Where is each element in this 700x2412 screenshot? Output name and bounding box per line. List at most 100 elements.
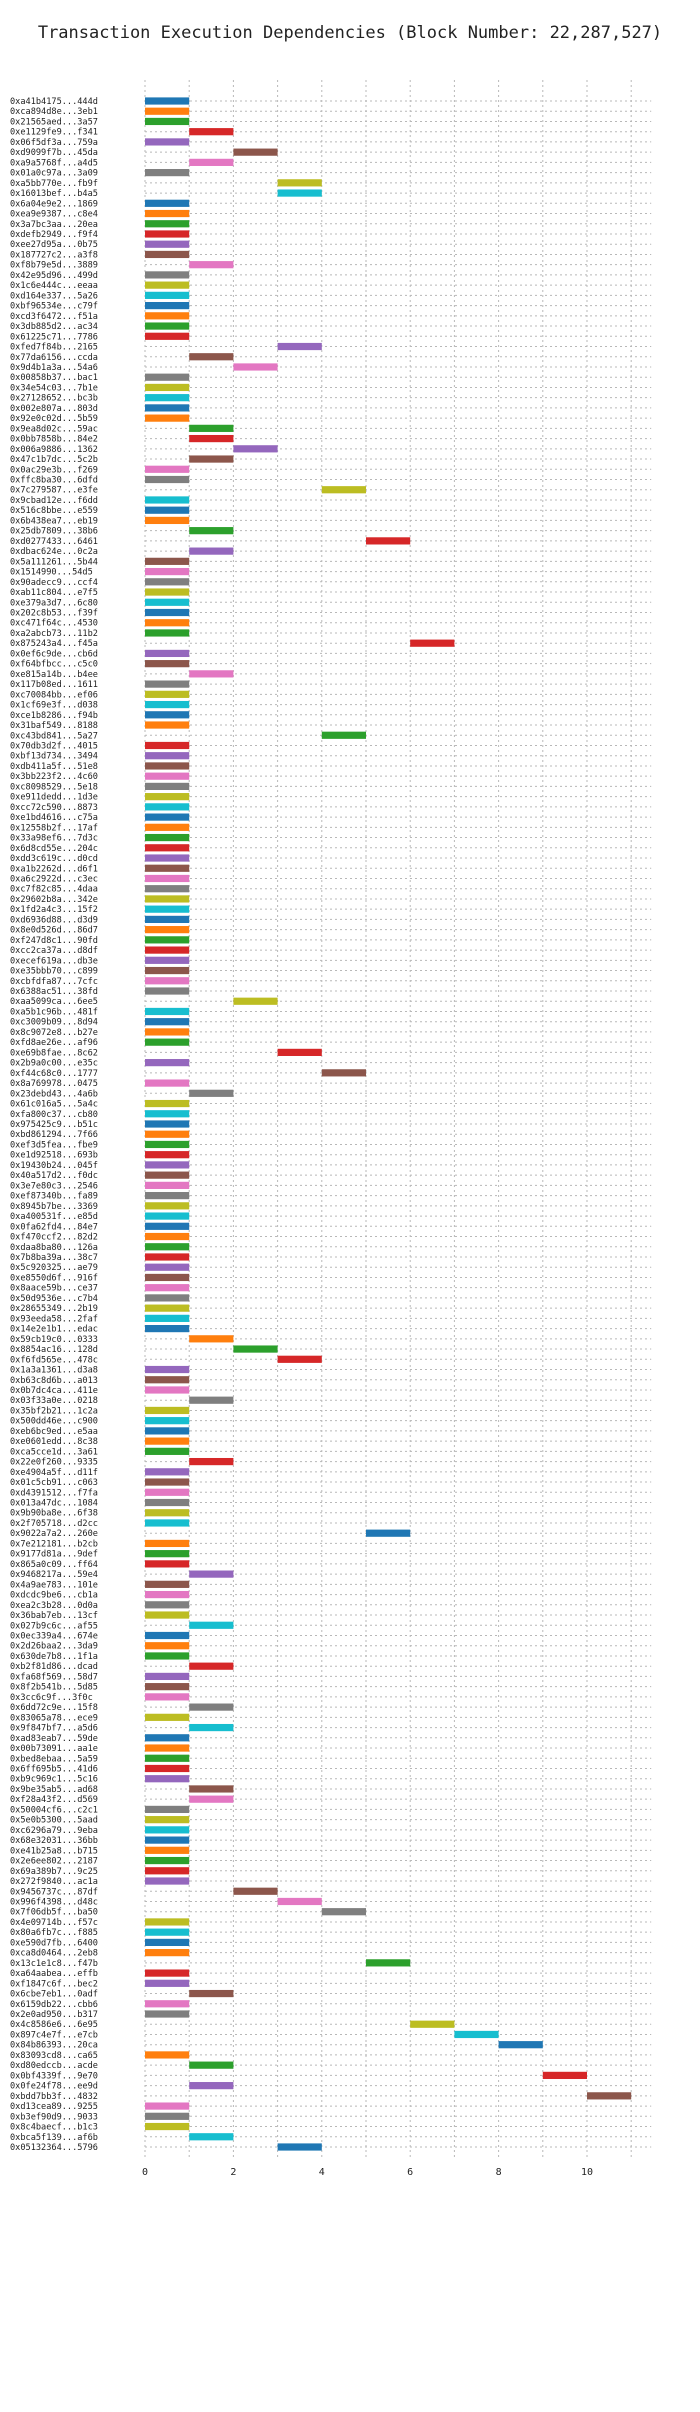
bar [145,608,190,617]
x-tick-label: 2 [230,2167,236,2178]
y-tick-label: 0xca5cce1d...3a61 [10,1447,98,1457]
bar [145,1509,190,1517]
y-tick-label: 0xab11c804...e7f5 [10,588,98,598]
y-tick-label: 0x1fd2a4c3...15f2 [10,905,98,915]
y-tick-label: 0x8854ac16...128d [10,1345,98,1355]
bar [145,1938,190,1946]
y-tick-label: 0xf44c68c0...1777 [10,1069,98,1079]
bar [145,803,190,811]
y-tick-label: 0x61225c71...7786 [10,332,98,342]
y-tick-label: 0xe379a3d7...6c80 [10,598,98,608]
bar [189,1457,234,1466]
y-tick-label: 0x7b8ba39a...38c7 [10,1253,98,1263]
y-tick-label: 0x70db3d2f...4015 [10,741,98,751]
bar [145,1007,190,1016]
bar [145,1642,190,1650]
y-tick-label: 0xe4904a5f...d11f [10,1468,98,1478]
bar [145,1417,190,1425]
bar [145,1816,190,1824]
y-tick-label: 0x35bf2b21...1c2a [10,1406,98,1416]
bar [145,1447,190,1455]
bars-group [145,97,632,2151]
y-tick-label: 0xb63c8d6b...a013 [10,1376,98,1386]
y-tick-label: 0xd0277433...6461 [10,537,98,547]
bar [145,1079,190,1087]
y-tick-label: 0x4e09714b...f57c [10,1918,98,1928]
y-tick-label: 0x29602b8a...342e [10,895,98,905]
y-tick-label: 0xc6296a79...9eba [10,1826,98,1836]
y-tick-label: 0xf28a43f2...d569 [10,1795,98,1805]
y-tick-label: 0xa9a5768f...a4d5 [10,158,98,168]
bar [145,1867,190,1875]
bar [145,895,190,903]
bar [145,97,190,105]
y-tick-label: 0xf247d8c1...90fd [10,936,98,946]
y-tick-label: 0xc8098529...5e18 [10,782,98,792]
bar [189,1785,234,1793]
y-tick-label: 0x84b86393...20ca [10,2041,98,2051]
bar [145,312,190,320]
bar [145,1826,190,1834]
bar [145,844,190,852]
bar [145,2010,190,2018]
bar [145,1693,190,1701]
y-tick-label: 0xcd3f6472...f51a [10,312,98,322]
y-tick-label: 0xdaa8ba80...126a [10,1243,98,1253]
bar [145,240,190,248]
bar [277,1355,322,1363]
x-tick-label: 8 [496,2167,502,2178]
bar [145,1243,190,1251]
bar [145,1969,190,1977]
bar [145,1918,190,1926]
bar [145,793,190,801]
bar [233,1887,278,1895]
bar [233,363,278,371]
x-tick-label: 6 [407,2167,413,2178]
bar [145,475,190,484]
y-tick-label: 0xbd861294...7f66 [10,1130,98,1140]
y-tick-label: 0x40a517d2...f0dc [10,1171,98,1181]
y-tick-label: 0x5c920325...ae79 [10,1263,98,1273]
y-tick-label: 0x21565aed...3a57 [10,117,98,127]
y-tick-label: 0x3e7e80c3...2546 [10,1181,98,1191]
bar [189,353,234,361]
y-tick-label: 0xca8d0464...2eb8 [10,1949,98,1959]
bar [145,1805,190,1814]
y-tick-label: 0xf470ccf2...82d2 [10,1233,98,1243]
y-tick-label: 0x6d8cd55e...204c [10,844,98,854]
y-tick-label: 0xecef619a...db3e [10,956,98,966]
bar [145,1488,190,1496]
bar [189,2061,234,2069]
bar [145,557,190,565]
y-tick-label: 0x5a111261...5b44 [10,557,98,567]
bar [145,302,190,310]
y-tick-label: 0x8aace59b...ce37 [10,1284,98,1294]
bar [189,2082,234,2090]
y-tick-label: 0xbf13d734...3494 [10,752,98,762]
bar [145,465,190,473]
bar [145,946,190,954]
bar [145,271,190,279]
y-tick-label: 0x6a04e9e2...1869 [10,199,98,209]
y-tick-label: 0xe8550d6f...916f [10,1273,98,1283]
bar [145,281,190,289]
y-tick-label: 0xe1129fe9...f341 [10,128,98,138]
y-tick-label: 0x50d9536e...c7b4 [10,1294,98,1304]
bar [145,1161,190,1169]
bar [145,1018,190,1026]
y-tick-label: 0x6cbe7eb1...0adf [10,1990,98,2000]
bar [145,209,190,218]
bar [189,455,234,463]
y-tick-label: 0xb9c969c1...5c16 [10,1775,98,1785]
bar [145,169,190,177]
y-tick-label: 0x27128652...bc3b [10,394,98,404]
bar [366,1959,411,1967]
y-tick-label: 0xffc8ba30...6dfd [10,476,98,486]
bar [145,1325,190,1333]
y-tick-label: 0xbf96534e...c79f [10,302,98,312]
bar [145,1734,190,1742]
bar [145,741,190,750]
bar [145,762,190,770]
y-tick-label: 0xe590d7fb...6400 [10,1938,98,1948]
bar [189,670,234,678]
